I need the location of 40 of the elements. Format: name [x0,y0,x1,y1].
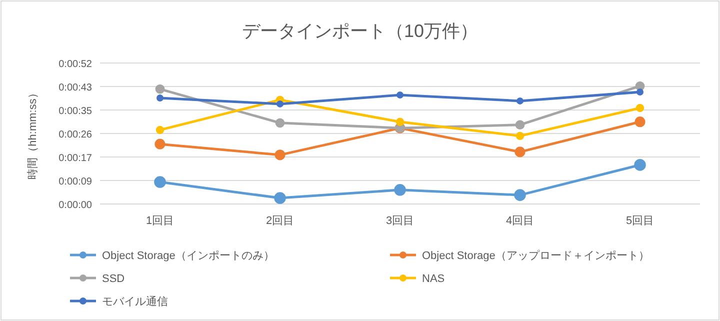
point [515,120,525,130]
point [516,132,524,140]
point [156,126,164,134]
x-tick-label: 3回目 [386,215,414,227]
point [154,176,166,188]
chart-title: データインポート（10万件） [242,21,478,41]
y-tick-label: 0:00:26 [58,130,92,140]
point [396,91,404,98]
point [274,192,286,204]
point [634,116,646,128]
x-tick-label: 4回目 [506,215,534,227]
point [636,104,644,112]
legend-label: Object Storage（インポートのみ） [102,250,274,262]
point [396,118,404,126]
point [394,184,406,196]
point [514,146,526,158]
legend-label: NAS [422,273,445,285]
point [634,159,646,171]
y-axis-title: 時間（hh:mm:ss） [26,88,39,180]
y-tick-label: 0:00:52 [58,59,92,70]
point [274,150,286,160]
legend-label: Object Storage（アップロード＋インポート） [422,249,650,262]
y-tick-label: 0:00:09 [58,176,92,188]
point [154,138,166,150]
point [156,94,164,102]
point [516,97,524,104]
x-tick-label: 2回目 [266,215,294,227]
point [276,100,284,108]
point [514,189,526,201]
point [275,118,285,128]
x-tick-label: 1回目 [146,215,174,227]
y-tick-label: 0:00:17 [58,153,92,164]
y-tick-label: 0:00:43 [58,82,92,94]
x-tick-label: 5回目 [626,215,654,227]
point [636,88,644,96]
point [155,84,165,94]
y-tick-label: 0:00:00 [58,200,92,211]
legend-label: SSD [102,273,125,285]
legend-label: モバイル通信 [102,295,168,308]
y-tick-label: 0:00:35 [58,106,92,117]
